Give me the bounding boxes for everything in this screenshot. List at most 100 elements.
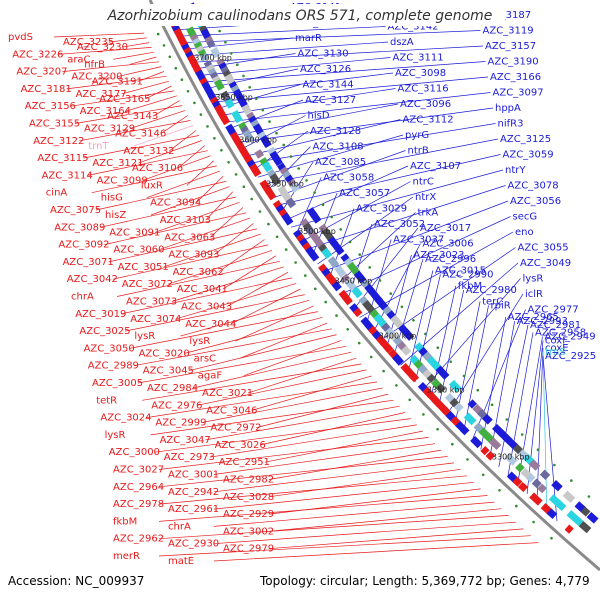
label-connector xyxy=(213,443,436,475)
left-gene-label: AZC_2951 xyxy=(219,457,270,468)
right-gene-label: AZC_3166 xyxy=(490,72,541,83)
gene-feature-block xyxy=(488,437,502,451)
label-connector xyxy=(137,71,165,82)
label-connector xyxy=(213,76,489,103)
ring-dot xyxy=(254,97,258,100)
ring-dot xyxy=(382,369,385,373)
left-gene-label: AZC_3051 xyxy=(118,262,169,273)
ring-dot xyxy=(462,374,466,378)
right-gene-label: AZC_2993 xyxy=(517,316,568,327)
gene-feature-block xyxy=(302,222,313,232)
ring-dot xyxy=(449,360,453,364)
gene-feature-block xyxy=(285,197,297,209)
kbp-tick-label: 3300 kbp xyxy=(492,452,530,461)
gene-feature-block xyxy=(526,473,536,483)
right-gene-label: ntrB xyxy=(408,146,429,157)
label-connector xyxy=(108,37,147,43)
chromosome-backbone xyxy=(148,0,600,572)
left-gene-label: AZC_3019 xyxy=(75,309,126,320)
gene-feature-block xyxy=(528,459,541,471)
ring-dot xyxy=(294,261,297,264)
left-gene-label: AZC_3042 xyxy=(67,274,118,285)
left-gene-label: AZC_3024 xyxy=(100,413,151,424)
label-connector xyxy=(213,481,474,510)
right-gene-label: pyrG xyxy=(405,130,429,141)
left-gene-label: chrA xyxy=(168,521,191,532)
label-connector xyxy=(169,130,197,152)
gene-feature-block xyxy=(344,277,357,291)
left-gene-label: AZC_3075 xyxy=(50,205,101,216)
gene-feature-block xyxy=(321,247,333,260)
gene-feature-block xyxy=(242,129,255,143)
label-connector xyxy=(159,217,251,250)
topology-text: Topology: circular; Length: 5,369,772 bp… xyxy=(259,574,590,588)
gene-feature-block xyxy=(383,344,394,354)
ring-dot xyxy=(346,328,350,331)
label-connector xyxy=(142,363,362,401)
label-connector xyxy=(209,207,244,238)
gene-feature-block xyxy=(435,365,446,376)
label-connector xyxy=(480,316,507,450)
label-connector xyxy=(201,387,383,423)
label-connector xyxy=(113,51,155,60)
label-connector xyxy=(526,340,544,494)
label-connector xyxy=(87,150,208,176)
label-connector xyxy=(188,41,389,57)
gene-feature-block xyxy=(201,81,212,93)
gene-feature-block xyxy=(262,138,272,149)
label-connector xyxy=(268,528,524,550)
right-gene-label: marR xyxy=(295,33,322,44)
right-gene-label: AZC_3116 xyxy=(398,84,449,95)
label-connector xyxy=(188,334,337,372)
gene-feature-block xyxy=(426,373,437,384)
gene-feature-block xyxy=(347,261,360,276)
gene-feature-block xyxy=(327,256,340,269)
label-connector xyxy=(536,347,544,503)
label-connector xyxy=(517,336,543,485)
left-gene-label: AZC_3181 xyxy=(21,84,72,95)
label-connector xyxy=(213,521,517,545)
right-gene-label: trkA xyxy=(418,208,439,219)
left-gene-label: AZC_2978 xyxy=(113,499,164,510)
label-connector xyxy=(158,495,488,522)
label-connector xyxy=(290,169,504,228)
ring-dot xyxy=(248,86,251,89)
ring-dot xyxy=(424,332,427,336)
label-connector xyxy=(58,47,152,55)
left-gene-label: AZC_3050 xyxy=(84,343,135,354)
right-gene-label: AZC_3015 xyxy=(435,266,486,277)
gene-feature-block xyxy=(330,240,341,251)
label-connector xyxy=(176,283,297,320)
ring-dot xyxy=(339,228,343,231)
label-connector xyxy=(463,305,489,433)
ring-dot xyxy=(587,495,591,498)
ring-dot xyxy=(242,74,245,78)
accession-text: Accession: NC_009937 xyxy=(8,574,144,588)
kbp-tick-label: 3450 kbp xyxy=(335,277,373,286)
gene-feature-block xyxy=(272,154,283,167)
gene-feature-block xyxy=(328,276,338,286)
ring-dot xyxy=(335,314,338,317)
right-gene-label: AZC_3108 xyxy=(313,142,364,153)
label-connector xyxy=(542,355,558,522)
gene-feature-block xyxy=(482,413,493,425)
right-gene-label: AZC_2965 xyxy=(508,312,559,323)
left-gene-label: AZC_3200 xyxy=(71,72,122,83)
left-gene-label: AZC_2982 xyxy=(223,475,274,486)
left-gene-label: AZC_3073 xyxy=(126,297,177,308)
label-connector xyxy=(446,293,524,416)
ring-dot xyxy=(481,473,485,477)
left-gene-label: AZC_3071 xyxy=(63,257,114,268)
left-gene-label: cinA xyxy=(46,188,68,199)
ring-dot xyxy=(258,210,262,213)
gene-feature-block xyxy=(512,476,523,487)
ring-dot xyxy=(412,319,415,322)
gene-feature-block xyxy=(449,397,459,408)
label-connector xyxy=(163,233,261,268)
gene-feature-block xyxy=(580,506,591,517)
right-gene-label: AZC_3029 xyxy=(356,204,407,215)
left-gene-label: AZC_3129 xyxy=(84,124,135,135)
ring-dot xyxy=(368,266,372,269)
label-connector xyxy=(171,266,284,302)
label-connector xyxy=(137,345,347,384)
